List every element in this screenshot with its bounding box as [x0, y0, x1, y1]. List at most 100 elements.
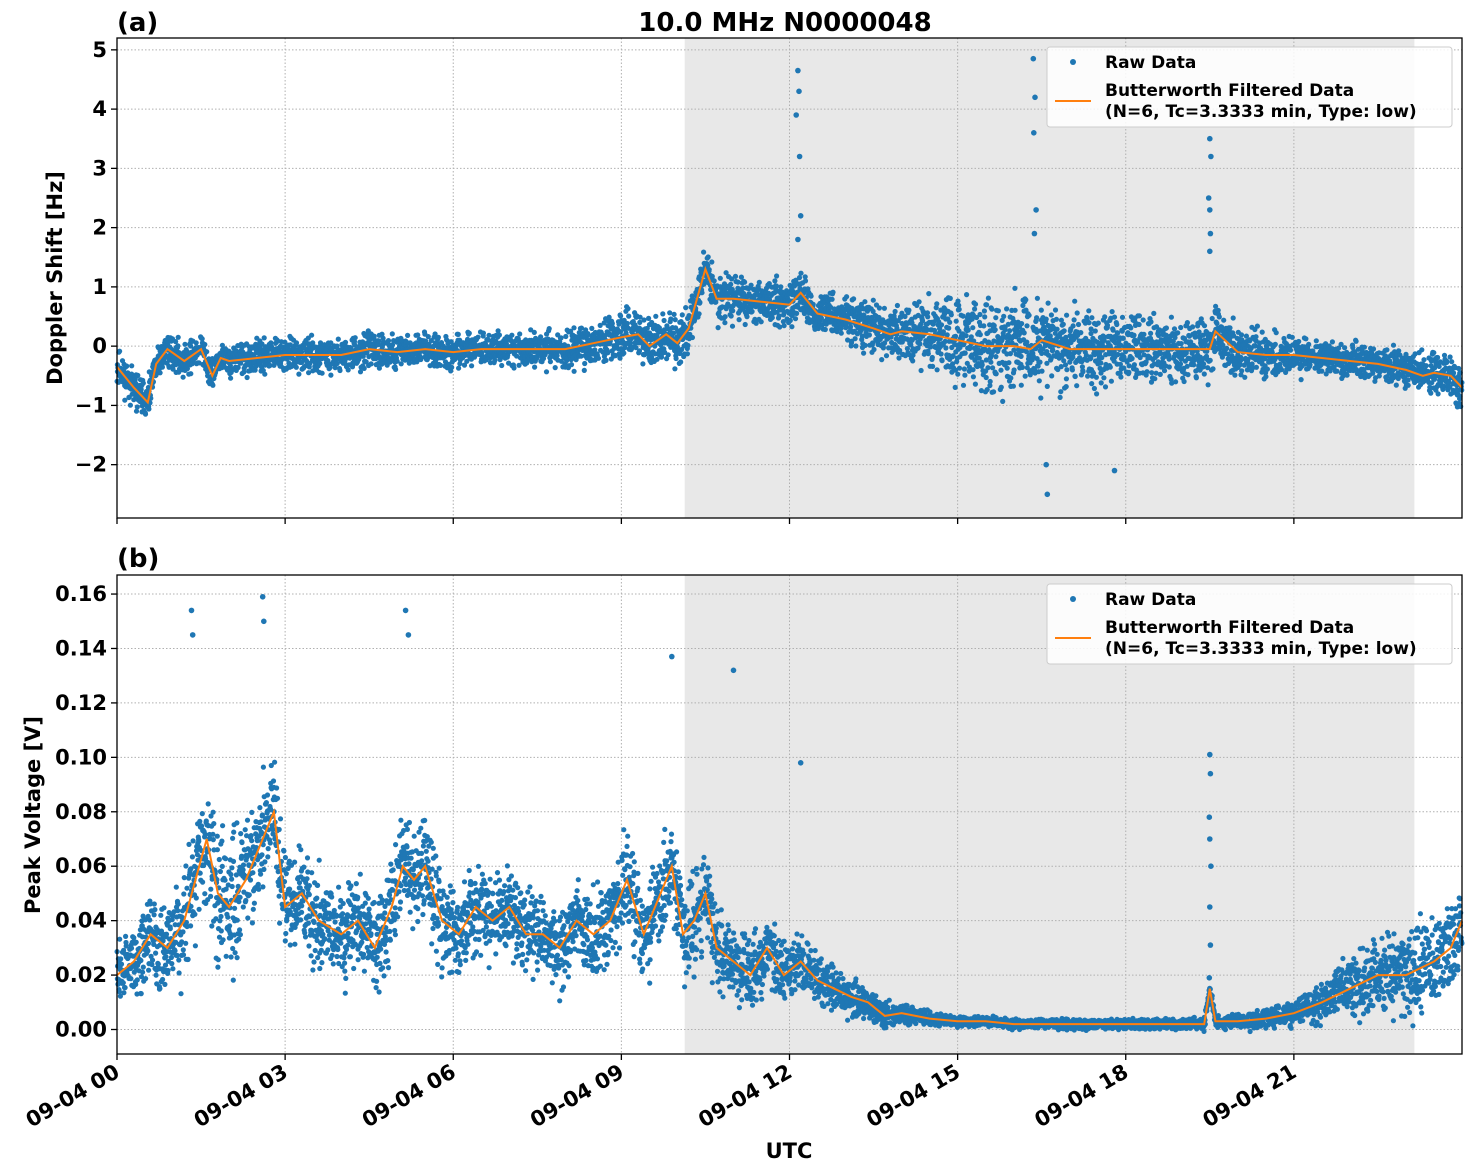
- raw-point: [1107, 364, 1113, 370]
- raw-point: [1006, 360, 1012, 366]
- raw-point: [758, 319, 764, 325]
- raw-point: [993, 315, 999, 321]
- raw-point: [1296, 338, 1302, 345]
- raw-point: [1163, 325, 1169, 331]
- raw-point: [789, 324, 795, 330]
- raw-point: [1118, 374, 1124, 380]
- raw-point: [983, 374, 989, 381]
- raw-point: [1024, 323, 1030, 329]
- raw-point: [947, 319, 953, 325]
- raw-point: [1086, 320, 1092, 326]
- raw-point: [1048, 312, 1054, 318]
- raw-point: [946, 325, 952, 331]
- raw-point: [1287, 347, 1294, 353]
- raw-point: [1074, 383, 1080, 389]
- raw-point: [1230, 315, 1236, 321]
- raw-point: [728, 281, 734, 287]
- raw-point: [589, 325, 595, 331]
- raw-point: [956, 365, 963, 371]
- raw-point: [989, 306, 995, 312]
- raw-point: [1094, 391, 1100, 397]
- raw-point: [985, 295, 992, 301]
- raw-point: [389, 331, 395, 337]
- raw-point: [1232, 372, 1238, 378]
- raw-point: [456, 365, 462, 371]
- raw-point: [1141, 331, 1147, 337]
- raw-point: [418, 355, 424, 361]
- raw-point: [894, 302, 901, 309]
- raw-point: [1010, 383, 1017, 389]
- raw-point: [938, 351, 944, 357]
- raw-point: [1038, 307, 1044, 313]
- raw-point: [1054, 326, 1060, 332]
- raw-point: [1210, 366, 1216, 372]
- raw-point: [749, 308, 755, 315]
- raw-point: [469, 363, 475, 369]
- raw-point: [1045, 300, 1051, 306]
- raw-point: [1272, 341, 1278, 347]
- raw-point: [981, 308, 988, 314]
- raw-point: [802, 278, 809, 284]
- raw-point: [261, 335, 267, 341]
- raw-point: [199, 336, 205, 342]
- raw-point: [979, 362, 985, 368]
- raw-point: [880, 345, 887, 351]
- raw-point: [166, 364, 172, 370]
- raw-point: [960, 382, 967, 388]
- raw-point: [511, 365, 517, 371]
- raw-point: [781, 323, 787, 329]
- raw-point: [335, 336, 341, 342]
- raw-point: [618, 313, 624, 319]
- raw-point: [938, 322, 945, 328]
- raw-point: [389, 346, 395, 352]
- raw-point: [1224, 345, 1230, 351]
- raw-point: [554, 353, 560, 359]
- raw-point: [981, 323, 987, 329]
- raw-point: [1102, 384, 1109, 390]
- raw-point: [546, 326, 552, 332]
- raw-point: [210, 382, 216, 388]
- raw-point: [1239, 368, 1245, 374]
- raw-point: [934, 301, 940, 307]
- raw-point: [1019, 364, 1025, 370]
- raw-point: [641, 317, 647, 323]
- raw-point: [334, 343, 340, 349]
- raw-point: [838, 330, 844, 336]
- raw-point: [1044, 383, 1050, 389]
- raw-point: [182, 341, 188, 347]
- raw-point: [683, 305, 689, 311]
- raw-point: [428, 338, 434, 344]
- raw-point: [129, 363, 135, 369]
- raw-point: [962, 372, 968, 378]
- raw-point: [729, 323, 736, 329]
- raw-point: [1018, 353, 1024, 359]
- raw-point: [406, 360, 412, 366]
- raw-point: [538, 334, 544, 340]
- raw-point: [1098, 380, 1104, 386]
- raw-point: [1001, 313, 1007, 319]
- raw-point: [157, 370, 163, 376]
- raw-point: [293, 340, 300, 346]
- raw-point: [929, 354, 935, 361]
- raw-point: [1263, 374, 1269, 380]
- raw-point: [717, 275, 723, 281]
- raw-point: [984, 302, 990, 308]
- raw-point: [776, 313, 782, 319]
- raw-point: [918, 367, 924, 374]
- raw-point: [1209, 315, 1215, 322]
- raw-point: [262, 371, 268, 377]
- raw-point: [1091, 385, 1097, 392]
- raw-point: [910, 358, 916, 364]
- raw-point: [706, 267, 712, 273]
- raw-point: [881, 305, 888, 311]
- raw-point: [332, 365, 338, 371]
- raw-point: [1144, 369, 1150, 375]
- raw-point: [534, 355, 540, 361]
- raw-point: [1109, 309, 1115, 315]
- raw-point: [1342, 345, 1348, 351]
- raw-point: [376, 338, 382, 344]
- raw-point: [998, 367, 1004, 373]
- raw-point: [1303, 336, 1309, 342]
- raw-point: [552, 365, 558, 371]
- raw-point: [995, 308, 1002, 314]
